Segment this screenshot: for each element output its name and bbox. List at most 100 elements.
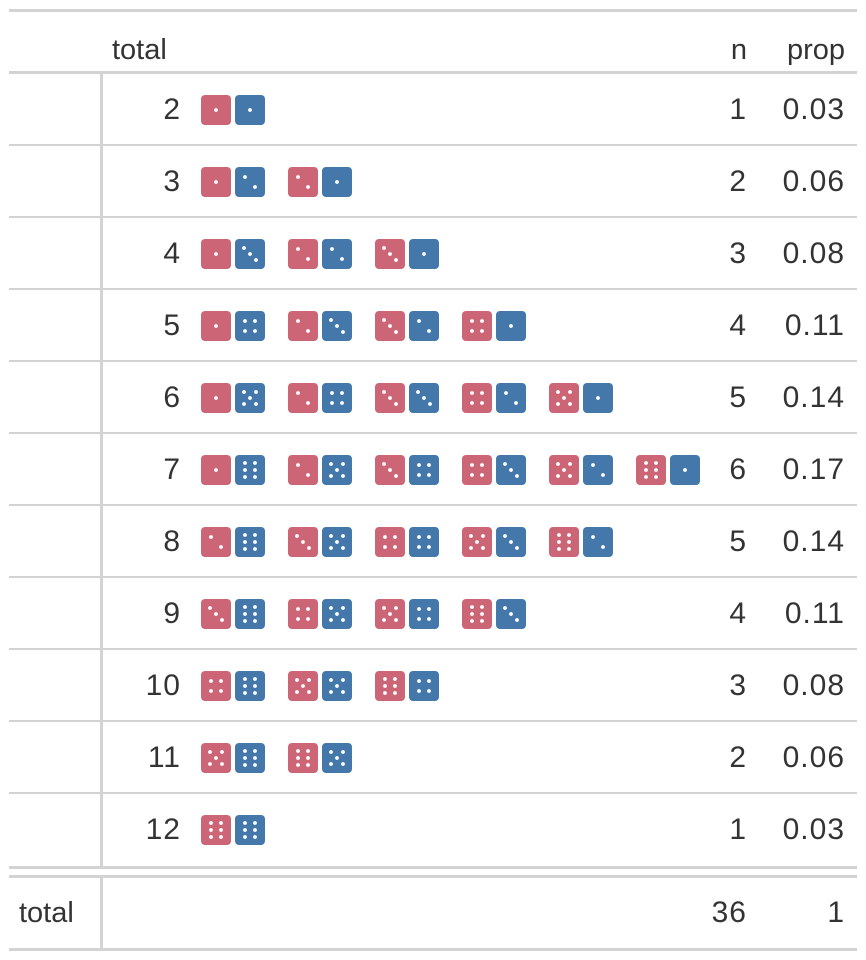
- die-3-icon: [375, 239, 405, 269]
- die-5-icon: [322, 527, 352, 557]
- die-4-icon: [409, 671, 439, 701]
- row-prop: 0.06: [782, 165, 845, 198]
- die-6-icon: [636, 455, 666, 485]
- die-2-icon: [235, 167, 265, 197]
- dice-pair: [375, 311, 443, 341]
- dice-combinations: [201, 455, 723, 485]
- dice-pair: [549, 527, 617, 557]
- footer-prop: 1: [827, 896, 845, 929]
- die-3-icon: [288, 527, 318, 557]
- row-total: 7: [163, 453, 181, 486]
- stub-divider: [100, 74, 103, 866]
- table-row: 11 2 0.06: [9, 722, 857, 794]
- row-prop: 0.11: [784, 309, 845, 342]
- row-n: 1: [729, 813, 747, 846]
- die-1-icon: [201, 311, 231, 341]
- dice-pair: [288, 167, 356, 197]
- dice-pair: [201, 455, 269, 485]
- die-6-icon: [235, 455, 265, 485]
- die-6-icon: [235, 815, 265, 845]
- dice-pair: [288, 671, 356, 701]
- die-5-icon: [375, 599, 405, 629]
- die-2-icon: [288, 383, 318, 413]
- die-5-icon: [462, 527, 492, 557]
- row-prop: 0.11: [784, 597, 845, 630]
- dice-pair: [201, 743, 269, 773]
- die-1-icon: [201, 95, 231, 125]
- die-3-icon: [496, 455, 526, 485]
- dice-pair: [201, 671, 269, 701]
- dice-pair: [288, 383, 356, 413]
- dice-pair: [375, 671, 443, 701]
- die-5-icon: [322, 743, 352, 773]
- row-prop: 0.14: [782, 525, 845, 558]
- dice-pair: [375, 599, 443, 629]
- die-5-icon: [549, 455, 579, 485]
- footer-rule-lower: [9, 875, 857, 878]
- die-4-icon: [322, 383, 352, 413]
- dice-pair: [462, 455, 530, 485]
- die-1-icon: [409, 239, 439, 269]
- die-6-icon: [201, 815, 231, 845]
- dice-pair: [201, 167, 269, 197]
- die-4-icon: [462, 383, 492, 413]
- die-6-icon: [235, 743, 265, 773]
- dice-pair: [375, 527, 443, 557]
- row-total: 11: [147, 741, 181, 774]
- dice-combinations: [201, 671, 462, 701]
- table-row: 9 4 0.11: [9, 578, 857, 650]
- row-total: 4: [163, 237, 181, 270]
- dice-pair: [288, 743, 356, 773]
- die-2-icon: [322, 239, 352, 269]
- dice-pair: [201, 239, 269, 269]
- dice-pair: [201, 527, 269, 557]
- row-separator: [9, 288, 857, 290]
- die-2-icon: [409, 311, 439, 341]
- row-prop: 0.03: [782, 813, 845, 846]
- row-separator: [9, 576, 857, 578]
- die-3-icon: [235, 239, 265, 269]
- dice-combinations: [201, 743, 375, 773]
- dice-pair: [201, 311, 269, 341]
- row-total: 8: [163, 525, 181, 558]
- footer-rule-upper: [9, 866, 857, 869]
- row-prop: 0.14: [782, 381, 845, 414]
- row-prop: 0.03: [782, 93, 845, 126]
- dice-pair: [201, 383, 269, 413]
- column-header-prop: prop: [786, 34, 845, 66]
- dice-combinations: [201, 311, 549, 341]
- row-n: 3: [729, 669, 747, 702]
- dice-combinations: [201, 599, 549, 629]
- dice-combinations: [201, 527, 636, 557]
- die-5-icon: [201, 743, 231, 773]
- dice-combinations: [201, 815, 288, 845]
- row-n: 4: [729, 597, 747, 630]
- table-row: 4 3 0.08: [9, 218, 857, 290]
- die-6-icon: [235, 599, 265, 629]
- row-prop: 0.08: [782, 237, 845, 270]
- column-header-n: n: [730, 34, 747, 66]
- row-n: 1: [729, 93, 747, 126]
- header-rule: [9, 71, 857, 74]
- die-1-icon: [201, 167, 231, 197]
- row-prop: 0.06: [782, 741, 845, 774]
- die-1-icon: [201, 455, 231, 485]
- die-4-icon: [409, 455, 439, 485]
- dice-pair: [462, 527, 530, 557]
- dice-combinations: [201, 383, 636, 413]
- dice-pair: [288, 311, 356, 341]
- footer-label: total: [19, 897, 74, 929]
- die-1-icon: [201, 239, 231, 269]
- dice-pair: [288, 455, 356, 485]
- die-3-icon: [375, 383, 405, 413]
- die-5-icon: [322, 455, 352, 485]
- die-6-icon: [235, 671, 265, 701]
- die-4-icon: [462, 455, 492, 485]
- dice-pair: [201, 95, 269, 125]
- die-5-icon: [235, 383, 265, 413]
- row-n: 3: [729, 237, 747, 270]
- row-separator: [9, 216, 857, 218]
- footer-n: 36: [711, 896, 747, 929]
- row-separator: [9, 432, 857, 434]
- row-separator: [9, 504, 857, 506]
